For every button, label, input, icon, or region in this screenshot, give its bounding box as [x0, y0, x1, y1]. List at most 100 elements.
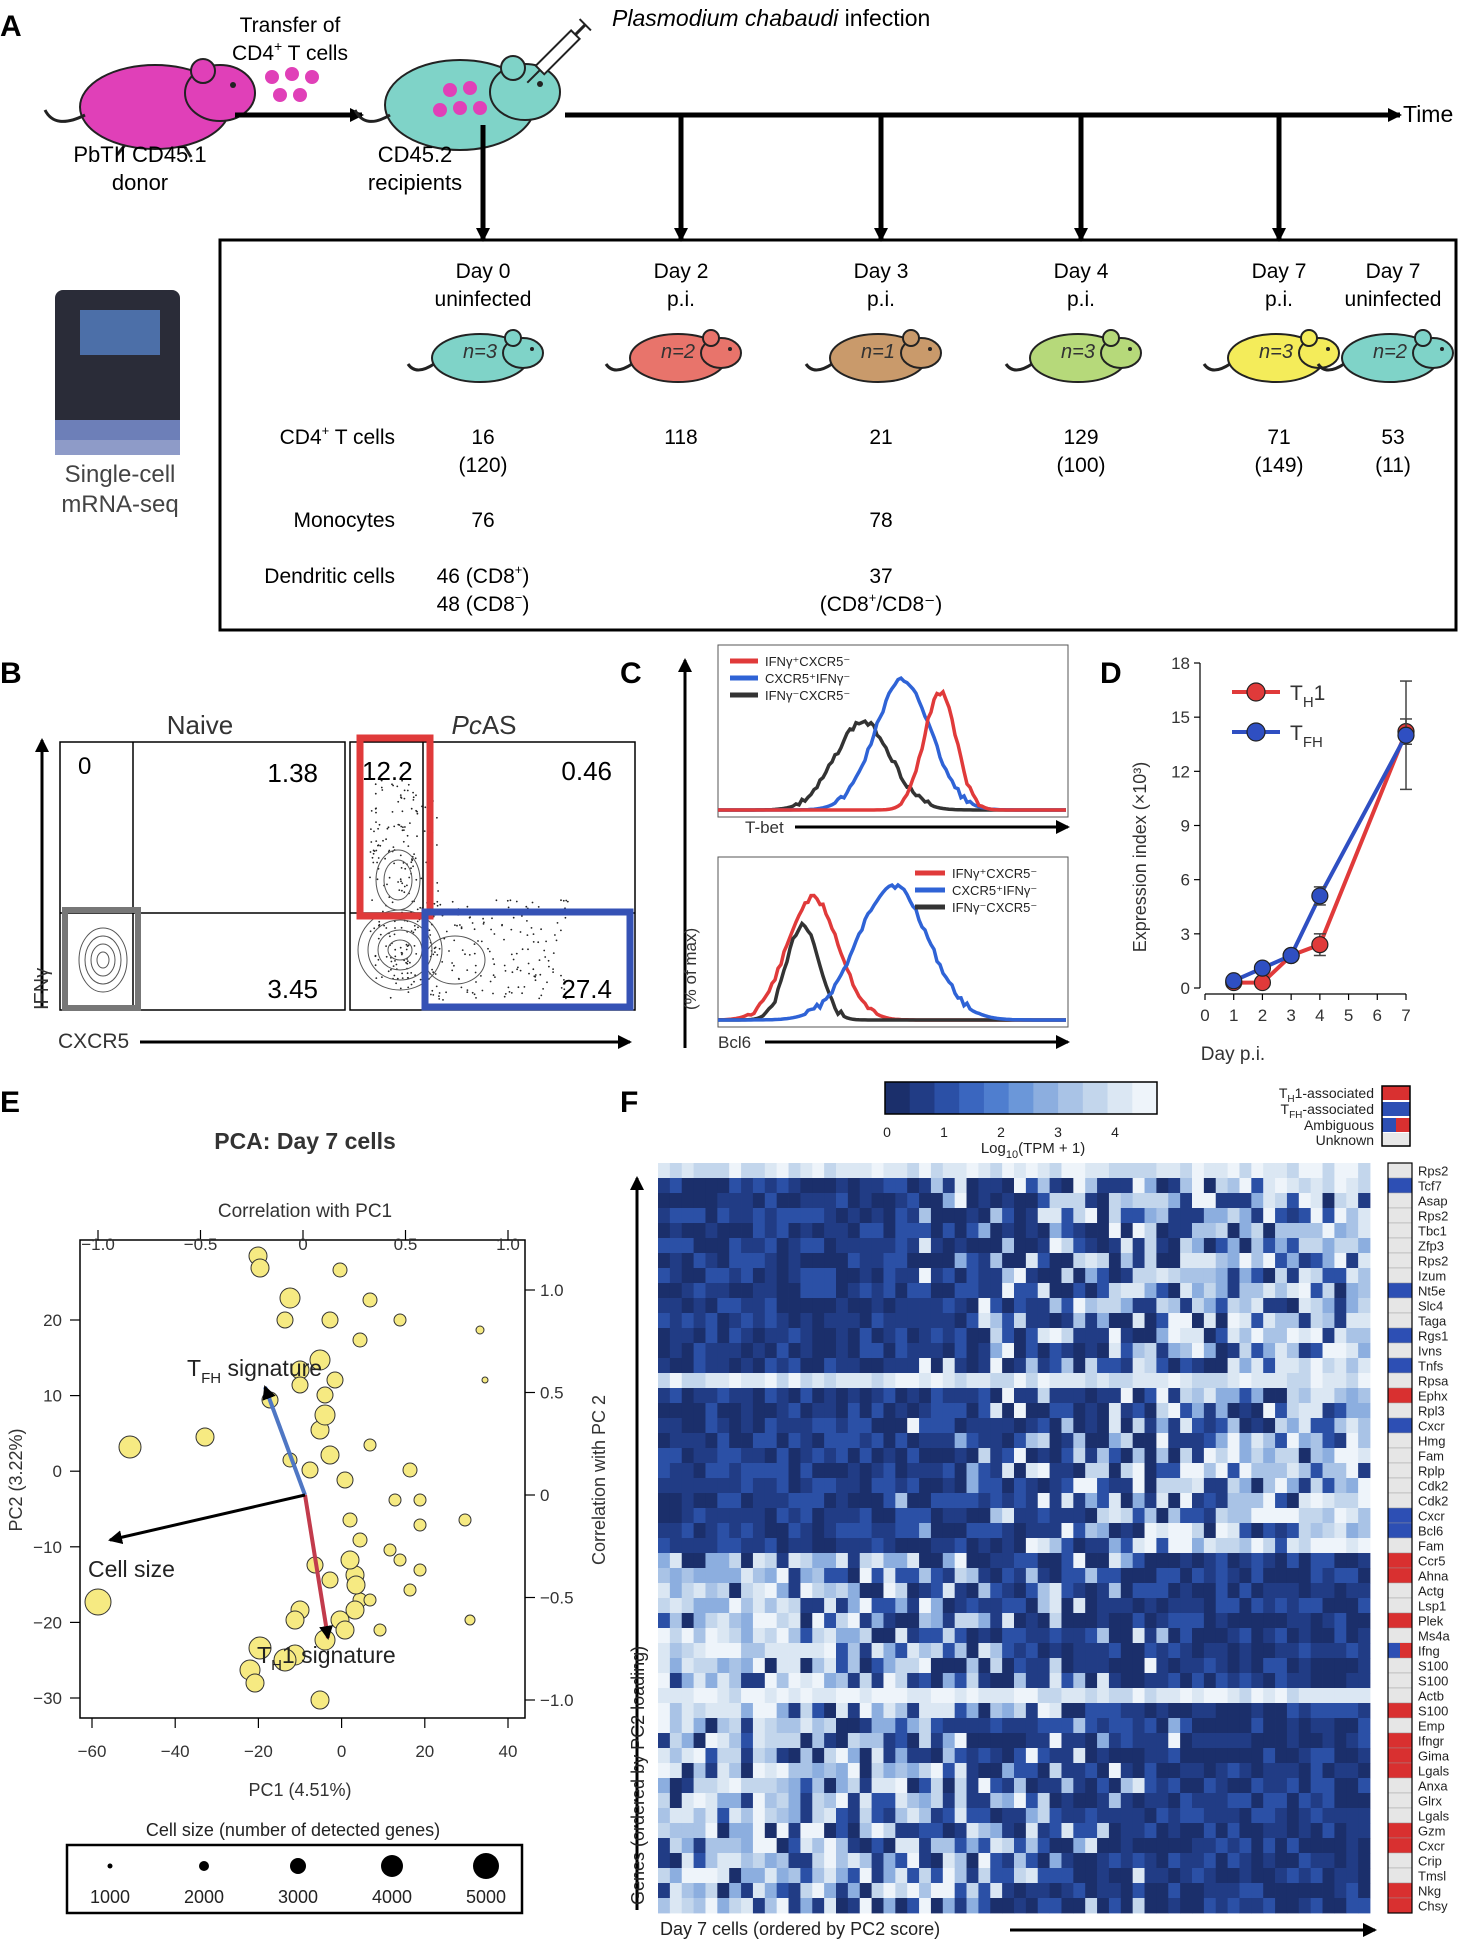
column-day: Day 2 [654, 260, 709, 283]
colorbar: 0 1 2 3 4 [883, 1081, 1158, 1140]
bottom-tick-label: −60 [78, 1742, 107, 1761]
cell-point [402, 1462, 418, 1478]
x-tick-label: 7 [1401, 1006, 1410, 1025]
size-legend-dot [107, 1863, 113, 1869]
monocyte-count: 76 [471, 509, 494, 532]
sample-column-3: Day 4 p.i. n=3 129 (100) [1004, 260, 1142, 477]
gene-annotation-cell [1387, 1477, 1413, 1494]
pc1-axis-label: PC1 (4.51%) [248, 1780, 351, 1800]
legend-label: IFNγ⁺CXCR5⁻ [952, 866, 1037, 881]
cell-point [326, 1371, 344, 1389]
annotation-legend-label: Ambiguous [1304, 1117, 1374, 1133]
pcas-q-ur: 0.46 [561, 756, 612, 786]
legend-marker [1246, 722, 1266, 742]
annotation-legend-label: TH1-associated [1279, 1085, 1374, 1105]
column-day: Day 7 [1252, 260, 1307, 283]
data-point [1397, 726, 1415, 744]
naive-q-lr: 3.45 [267, 974, 318, 1004]
cell-point [285, 1610, 305, 1630]
bcl6-axis-label: Bcl6 [718, 1033, 751, 1052]
gene-annotation-cell [1387, 1522, 1413, 1539]
column-day: Day 3 [854, 260, 909, 283]
annotation-legend: TH1-associatedTFH-associatedAmbiguousUnk… [1279, 1085, 1411, 1148]
gene-label: Lgals [1418, 1763, 1450, 1778]
data-point [1225, 972, 1243, 990]
gene-label: Nt5e [1418, 1283, 1445, 1298]
gene-annotation-cell [1387, 1852, 1413, 1869]
gene-label: Actb [1418, 1688, 1444, 1703]
gene-annotation-cell [1387, 1732, 1413, 1749]
x-tick-label: 6 [1373, 1006, 1382, 1025]
cd4-count: 71 [1267, 426, 1290, 449]
cell-point [310, 1690, 330, 1710]
column-status: p.i. [1265, 288, 1293, 311]
cd4-count: 16 [471, 426, 494, 449]
cell-point [309, 1349, 331, 1371]
gene-label: Izum [1418, 1268, 1446, 1283]
x-tick-label: 3 [1286, 1006, 1295, 1025]
cd4-count-sub: (11) [1375, 454, 1411, 477]
column-day: Day 4 [1054, 260, 1109, 283]
cell-point [481, 1376, 489, 1384]
recipient-label-line1: CD45.2 [378, 142, 453, 167]
size-legend-value: 3000 [278, 1887, 318, 1907]
ifng-axis-label: IFNγ [31, 968, 53, 1010]
cell-point [320, 1445, 340, 1465]
gene-annotation-cell [1387, 1597, 1413, 1614]
x-tick-label: 0 [1200, 1006, 1209, 1025]
cell-point [363, 1438, 377, 1452]
donor-mouse-icon [43, 58, 256, 158]
cell-point [118, 1435, 142, 1459]
sample-n: n=2 [1373, 341, 1407, 363]
annotation-legend-swatch [1382, 1118, 1396, 1132]
gene-annotation-cell [1387, 1612, 1413, 1629]
th1-loading-arrow [303, 1494, 334, 1640]
cd4-count-sub: (149) [1254, 454, 1303, 477]
gene-annotation-cell [1387, 1267, 1413, 1284]
cell-point [413, 1493, 427, 1507]
legend-label: CXCR5⁺IFNγ⁻ [952, 883, 1037, 898]
tbet-curves [718, 675, 1066, 812]
gene-annotation-cell [1387, 1192, 1413, 1209]
annotation-legend-swatch [1382, 1086, 1410, 1100]
cell-point [383, 1543, 397, 1557]
sample-n: n=2 [661, 341, 695, 363]
column-status: uninfected [435, 288, 532, 311]
gene-label: Nkg [1418, 1883, 1441, 1898]
colorbar-tick: 3 [1054, 1124, 1062, 1140]
gene-label: Rps2 [1418, 1163, 1448, 1178]
recipient-label-line2: recipients [368, 170, 462, 195]
colorbar-label: Log10(TPM + 1) [981, 1140, 1085, 1161]
tfh-loading-arrow [262, 1385, 307, 1496]
sample-n: n=1 [861, 341, 895, 363]
panel-e-letter: E [0, 1086, 20, 1119]
column-status: p.i. [867, 288, 895, 311]
naive-contours [78, 927, 128, 993]
gene-label: Ivns [1418, 1343, 1442, 1358]
top-tick-label: −1.0 [81, 1235, 115, 1254]
pca-title: PCA: Day 7 cells [214, 1128, 396, 1154]
cell-point [388, 1493, 402, 1507]
gene-label: S100 [1418, 1673, 1448, 1688]
cell-point [346, 1575, 366, 1595]
gene-annotation-cell [1387, 1822, 1413, 1839]
timepoint-arrows [476, 115, 1286, 242]
gene-label: Plek [1418, 1613, 1444, 1628]
gene-label: Bcl6 [1418, 1523, 1443, 1538]
naive-q-ul: 0 [78, 753, 91, 780]
y-tick-label: 12 [1171, 762, 1190, 781]
gene-label: Gima [1418, 1748, 1450, 1763]
mouse-icon: n=3 [1202, 329, 1340, 383]
gene-label: Tnfs [1418, 1358, 1444, 1373]
sample-column-1: Day 2 p.i. n=2 118 [604, 260, 742, 449]
gene-annotation-cell [1387, 1837, 1413, 1854]
th1-signature-label: TH1 signature [257, 1642, 396, 1674]
panel-e: E PCA: Day 7 cells Correlation with PC1 … [0, 1086, 609, 1915]
size-legend-value: 5000 [466, 1887, 506, 1907]
gene-label: Emp [1418, 1718, 1445, 1733]
naive-q-ur: 1.38 [267, 758, 318, 788]
gene-annotation-cell [1387, 1537, 1413, 1554]
left-tick-label: 20 [43, 1311, 62, 1330]
cd4-count-sub: (100) [1056, 454, 1105, 477]
monocyte-count: 78 [869, 509, 892, 532]
